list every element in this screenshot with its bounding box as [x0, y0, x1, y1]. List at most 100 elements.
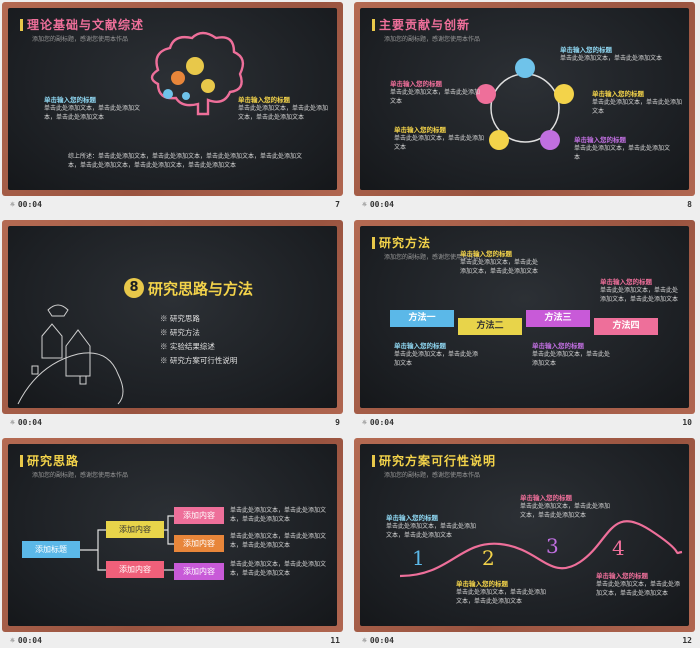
- branch-node[interactable]: 添加内容: [106, 561, 164, 578]
- summary-text: 综上所述：单击此处添加文本，单击此处添加文本，单击此处添加文本，单击此处添加文本…: [68, 153, 303, 169]
- method-chip[interactable]: 方法一: [390, 310, 454, 327]
- method-heading: 单击输入您的标题: [600, 278, 652, 286]
- leaf-node[interactable]: 添加内容: [174, 535, 224, 552]
- slide-timing: 00:04: [362, 636, 394, 645]
- slide-number: 7: [335, 200, 340, 209]
- slide-timing: 00:04: [362, 418, 394, 427]
- step-text: 单击此处添加文本，单击此处添加文本，单击此处添加文本: [596, 581, 681, 597]
- right-text: 单击此处添加文本，单击此处添加文本，单击此处添加文本: [238, 105, 329, 121]
- slide-timing: 00:04: [10, 636, 42, 645]
- chalkboard-frame: 理论基础与文献综述 添加您的副标题，感谢您使用本作品 单击输入您的标题 单击此处…: [2, 2, 343, 196]
- chalkboard-frame: 8 研究思路与方法 ※ 研究思路 ※ 研究方法 ※ 实验结果综述 ※ 研究方案可…: [2, 220, 343, 414]
- slide-subtitle: 添加您的副标题，感谢您使用本作品: [384, 254, 481, 261]
- method-text: 单击此处添加文本，单击此处添加文本: [532, 351, 611, 367]
- bullet-icon: ※: [160, 314, 170, 323]
- slide-subtitle: 添加您的副标题，感谢您使用本作品: [32, 472, 129, 479]
- slide-title: 研究思路与方法: [148, 280, 254, 298]
- step-heading: 单击输入您的标题: [596, 572, 648, 580]
- section-badge: 8: [124, 278, 144, 298]
- slide-title: 理论基础与文献综述: [20, 16, 144, 33]
- slide-subtitle: 添加您的副标题，感谢您使用本作品: [32, 36, 129, 43]
- wave-path: [399, 520, 683, 578]
- cycle-diagram: [476, 58, 574, 150]
- agenda-item[interactable]: ※ 实验结果综述: [160, 342, 215, 351]
- branch-node[interactable]: 添加内容: [106, 521, 164, 538]
- bullet-icon: ※: [160, 342, 170, 351]
- bullet-icon: ※: [160, 356, 170, 365]
- chalkboard-frame: 研究思路 添加您的副标题，感谢您使用本作品 添加标题 添加内容 添加内容 添加内…: [2, 438, 343, 632]
- method-chip[interactable]: 方法二: [458, 318, 522, 335]
- slide-footer: 00:04 12: [356, 634, 694, 648]
- tree-connectors: [80, 515, 174, 571]
- item-heading: 单击输入您的标题: [394, 126, 446, 134]
- slide-number: 9: [335, 418, 340, 427]
- slide-number: 10: [682, 418, 692, 427]
- slide-timing: 00:04: [10, 200, 42, 209]
- slide-timing: 00:04: [10, 418, 42, 427]
- agenda-list: ※ 研究思路 ※ 研究方法 ※ 实验结果综述 ※ 研究方案可行性说明: [160, 312, 237, 368]
- chalkboard: 研究方法 添加您的副标题，感谢您使用本作品 方法一 方法二 方法三 方法四 单击…: [360, 226, 689, 408]
- slide-footer: 00:04 11: [4, 634, 342, 648]
- slide-title: 主要贡献与创新: [372, 16, 470, 33]
- leaf-node[interactable]: 添加内容: [174, 507, 224, 524]
- item-heading: 单击输入您的标题: [560, 46, 612, 54]
- step-text: 单击此处添加文本，单击此处添加文本，单击此处添加文本: [456, 589, 547, 605]
- chalkboard: 研究方案可行性说明 添加您的副标题，感谢您使用本作品 1 2 3 4 单击输入您…: [360, 444, 689, 626]
- item-heading: 单击输入您的标题: [592, 90, 644, 98]
- method-text: 单击此处添加文本，单击此处添加文本: [394, 351, 479, 367]
- right-heading: 单击输入您的标题: [238, 96, 290, 104]
- agenda-item[interactable]: ※ 研究思路: [160, 314, 200, 323]
- leaf-text: 单击此处添加文本，单击此处添加文本，单击此处添加文本: [230, 507, 327, 523]
- bullet-icon: ※: [160, 328, 170, 337]
- chalkboard-frame: 研究方法 添加您的副标题，感谢您使用本作品 方法一 方法二 方法三 方法四 单击…: [354, 220, 695, 414]
- item-text: 单击此处添加文本，单击此处添加文本: [394, 135, 485, 151]
- slide-footer: 00:04 8: [356, 198, 694, 212]
- root-node[interactable]: 添加标题: [22, 541, 80, 558]
- slide-subtitle: 添加您的副标题，感谢您使用本作品: [384, 36, 481, 43]
- item-heading: 单击输入您的标题: [390, 80, 442, 88]
- item-text: 单击此处添加文本，单击此处添加文本: [560, 55, 663, 62]
- item-text: 单击此处添加文本，单击此处添加文本: [592, 99, 683, 115]
- step-text: 单击此处添加文本，单击此处添加文本，单击此处添加文本: [386, 523, 477, 539]
- slide-title: 研究方案可行性说明: [372, 452, 496, 469]
- chalkboard: 8 研究思路与方法 ※ 研究思路 ※ 研究方法 ※ 实验结果综述 ※ 研究方案可…: [8, 226, 337, 408]
- item-heading: 单击输入您的标题: [574, 136, 626, 144]
- agenda-item[interactable]: ※ 研究方法: [160, 328, 200, 337]
- slide-title: 研究思路: [20, 452, 79, 469]
- chalkboard: 研究思路 添加您的副标题，感谢您使用本作品 添加标题 添加内容 添加内容 添加内…: [8, 444, 337, 626]
- slide-thumbnail-12[interactable]: 研究方案可行性说明 添加您的副标题，感谢您使用本作品 1 2 3 4 单击输入您…: [352, 436, 697, 648]
- method-heading: 单击输入您的标题: [394, 342, 446, 350]
- method-chip[interactable]: 方法四: [594, 318, 658, 335]
- chalkboard: 理论基础与文献综述 添加您的副标题，感谢您使用本作品 单击输入您的标题 单击此处…: [8, 8, 337, 190]
- agenda-item[interactable]: ※ 研究方案可行性说明: [160, 356, 238, 365]
- item-text: 单击此处添加文本，单击此处添加文本: [390, 89, 481, 105]
- chalkboard-frame: 主要贡献与创新 添加您的副标题，感谢您使用本作品 单击输入您的标题 单击此处添加…: [354, 2, 695, 196]
- method-chip[interactable]: 方法三: [526, 310, 590, 327]
- step-heading: 单击输入您的标题: [520, 494, 572, 502]
- slide-thumbnail-11[interactable]: 研究思路 添加您的副标题，感谢您使用本作品 添加标题 添加内容 添加内容 添加内…: [0, 436, 345, 648]
- left-heading: 单击输入您的标题: [44, 96, 96, 104]
- slide-thumbnail-8[interactable]: 主要贡献与创新 添加您的副标题，感谢您使用本作品 单击输入您的标题 单击此处添加…: [352, 0, 697, 212]
- slide-thumbnail-7[interactable]: 理论基础与文献综述 添加您的副标题，感谢您使用本作品 单击输入您的标题 单击此处…: [0, 0, 345, 212]
- step-text: 单击此处添加文本，单击此处添加文本，单击此处添加文本: [520, 503, 611, 519]
- leaf-node[interactable]: 添加内容: [174, 563, 224, 580]
- slide-number: 8: [687, 200, 692, 209]
- slide-footer: 00:04 9: [4, 416, 342, 430]
- step-number: 3: [546, 534, 559, 558]
- sketch-town-icon: [17, 304, 124, 405]
- step-number: 1: [412, 546, 425, 570]
- slide-thumbnail-9[interactable]: 8 研究思路与方法 ※ 研究思路 ※ 研究方法 ※ 实验结果综述 ※ 研究方案可…: [0, 218, 345, 430]
- slide-thumbnail-10[interactable]: 研究方法 添加您的副标题，感谢您使用本作品 方法一 方法二 方法三 方法四 单击…: [352, 218, 697, 430]
- slide-number: 11: [330, 636, 340, 645]
- step-number: 2: [482, 546, 495, 570]
- step-heading: 单击输入您的标题: [456, 580, 508, 588]
- method-heading: 单击输入您的标题: [532, 342, 584, 350]
- chalkboard: 主要贡献与创新 添加您的副标题，感谢您使用本作品 单击输入您的标题 单击此处添加…: [360, 8, 689, 190]
- method-heading: 单击输入您的标题: [460, 250, 512, 258]
- brain-gears-icon: [150, 31, 245, 116]
- slide-subtitle: 添加您的副标题，感谢您使用本作品: [384, 472, 481, 479]
- step-heading: 单击输入您的标题: [386, 514, 438, 522]
- method-text: 单击此处添加文本，单击此处添加文本，单击此处添加文本: [460, 259, 539, 275]
- slide-number: 12: [682, 636, 692, 645]
